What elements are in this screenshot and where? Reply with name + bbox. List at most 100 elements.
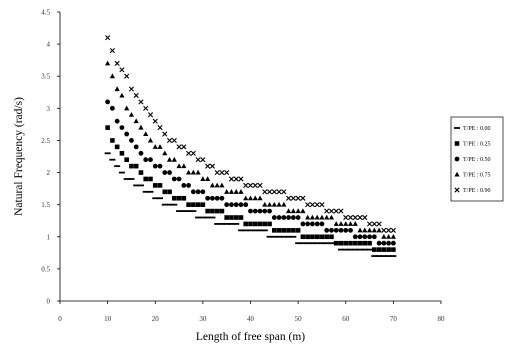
data-point [233,223,240,225]
data-point [138,170,144,175]
data-point [314,242,321,245]
data-point [128,178,135,180]
data-point [357,240,363,246]
data-point [338,221,344,226]
data-point [266,189,273,195]
data-point [243,182,249,188]
data-point [238,202,244,208]
data-point [386,240,392,246]
data-point [329,234,334,240]
data-point [362,234,368,240]
data-point [371,255,378,257]
data-point [129,163,134,169]
data-point [371,221,377,227]
data-point [157,163,163,169]
data-point [228,189,235,194]
data-point [133,144,139,150]
data-point [290,208,296,214]
data-point [281,215,287,220]
data-point [143,157,149,163]
data-point [124,105,130,111]
data-point [357,214,363,221]
data-point [367,240,372,246]
data-point [205,195,211,201]
data-point [372,247,377,252]
data-point [347,214,354,221]
data-point [147,137,154,143]
data-point [276,215,282,220]
data-point [190,210,197,212]
data-point [281,228,287,233]
data-points [104,35,397,257]
data-point [343,240,349,246]
data-point [190,189,196,195]
data-point [199,216,206,219]
data-point [214,182,220,188]
data-point [224,215,229,220]
data-point [176,210,183,212]
data-point [219,195,225,201]
data-point [114,144,120,150]
legend-marker [454,141,460,146]
legend-marker [454,187,460,193]
data-point [376,240,382,246]
data-point [338,227,344,233]
data-point [138,150,144,156]
data-point [224,189,230,194]
series-1 [105,125,396,252]
data-point [147,190,154,193]
axes [59,12,441,302]
data-point [386,227,392,233]
x-axis-title: Length of free span (m) [196,331,305,343]
data-point [348,240,353,246]
data-point [305,202,311,208]
data-point [109,73,115,79]
data-point [218,223,225,225]
data-point [314,202,320,208]
data-point [343,227,349,233]
data-point [119,125,125,130]
data-point [105,99,111,105]
legend-marker [454,156,460,162]
data-point [110,138,115,143]
data-point [381,247,387,252]
data-point [229,215,234,220]
data-point [381,227,387,233]
data-point [324,234,329,240]
data-point [352,214,358,221]
data-point [281,189,287,195]
data-point [362,214,368,221]
data-point [200,176,206,181]
data-point [391,247,396,252]
x-tick-label: 10 [104,315,112,323]
data-point [124,73,130,79]
data-point [280,235,287,238]
data-point [342,248,349,251]
data-point [114,86,120,92]
data-point [210,208,215,214]
data-point [266,201,273,207]
y-tick-label: 0.5 [41,265,50,273]
data-point [157,197,164,200]
data-point [214,208,220,214]
data-point [257,229,264,232]
data-point [133,184,140,187]
data-point [386,233,392,239]
data-point [205,176,211,181]
legend-box [450,116,504,202]
data-point [252,182,258,188]
series-3 [105,60,396,239]
x-tick-label: 0 [58,315,62,323]
data-point [309,214,316,220]
data-point [318,242,325,245]
data-point [185,169,192,175]
data-point [162,150,168,156]
data-point [162,189,168,195]
data-point [143,105,149,111]
data-point [224,202,230,208]
data-point [185,150,192,156]
data-point [328,208,335,214]
data-point [200,189,206,195]
data-point [157,183,163,188]
